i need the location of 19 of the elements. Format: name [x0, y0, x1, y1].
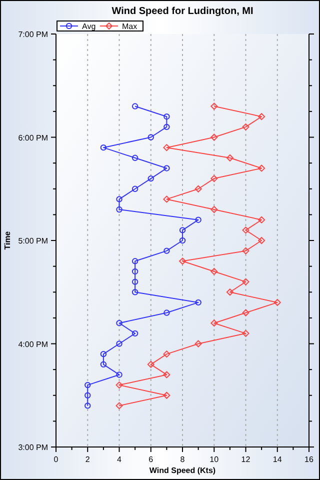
x-tick-label: 6	[148, 455, 154, 464]
x-tick-label: 2	[85, 455, 90, 464]
x-tick-label: 8	[180, 455, 186, 464]
chart-title: Wind Speed for Ludington, MI	[112, 6, 254, 17]
legend-label: Max	[122, 22, 138, 31]
y-axis-title: Time	[3, 230, 12, 250]
y-tick-label: 3:00 PM	[18, 443, 48, 452]
y-tick-label: 4:00 PM	[18, 340, 48, 349]
x-tick-label: 10	[210, 455, 220, 464]
x-axis-title: Wind Speed (Kts)	[149, 466, 216, 475]
x-tick-label: 16	[304, 455, 314, 464]
legend-label: Avg	[82, 22, 96, 31]
x-tick-label: 4	[117, 455, 122, 464]
y-tick-label: 5:00 PM	[18, 236, 48, 246]
x-tick-label: 12	[241, 455, 251, 464]
x-tick-label: 0	[54, 455, 59, 464]
y-tick-label: 7:00 PM	[18, 30, 48, 39]
x-tick-label: 14	[272, 455, 282, 464]
y-tick-label: 6:00 PM	[18, 133, 48, 142]
